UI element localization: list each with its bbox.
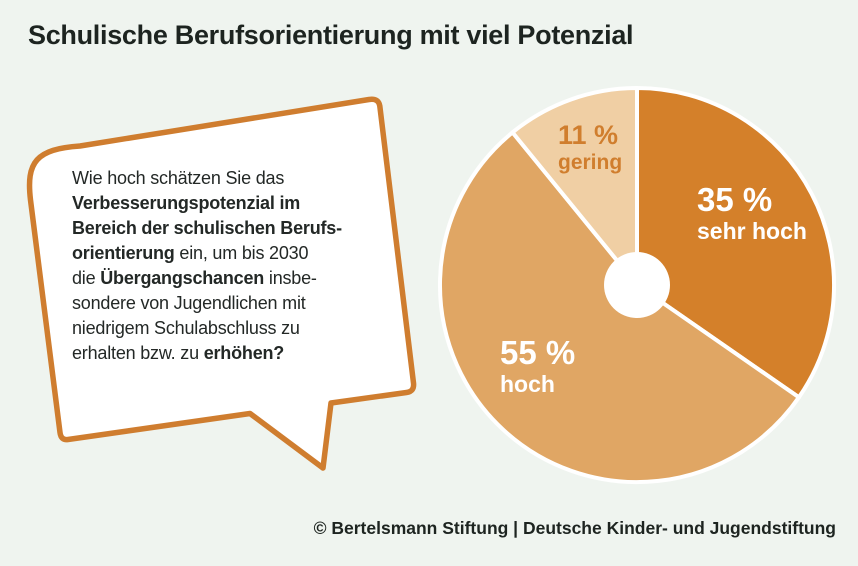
copyright-attribution: © Bertelsmann Stiftung | Deutsche Kinder… <box>313 518 836 538</box>
speech-bubble-shape <box>26 96 417 471</box>
slice-label-hoch: 55 % hoch <box>500 336 575 396</box>
question-text: Wie hoch schätzen Sie das Verbesserungspo… <box>72 168 342 363</box>
slice-value-gering: 11 % <box>558 120 619 150</box>
slice-value-sehr-hoch: 35 % <box>697 181 773 218</box>
slice-label-sehr-hoch: 35 % sehr hoch <box>697 183 807 243</box>
donut-chart <box>437 86 837 485</box>
donut-hole <box>604 252 670 318</box>
question-bubble <box>26 96 417 471</box>
pie-slice-sehr-hoch <box>635 86 837 400</box>
slice-name-hoch: hoch <box>500 371 555 397</box>
pie-slice-gering <box>510 86 639 287</box>
slice-name-sehr-hoch: sehr hoch <box>697 218 807 244</box>
slice-label-gering: 11 % gering <box>558 120 623 174</box>
slice-value-hoch: 55 % <box>500 334 576 371</box>
infographic-title: Schulische Berufsorientierung mit viel P… <box>28 20 634 50</box>
slice-name-gering: gering <box>558 151 623 174</box>
